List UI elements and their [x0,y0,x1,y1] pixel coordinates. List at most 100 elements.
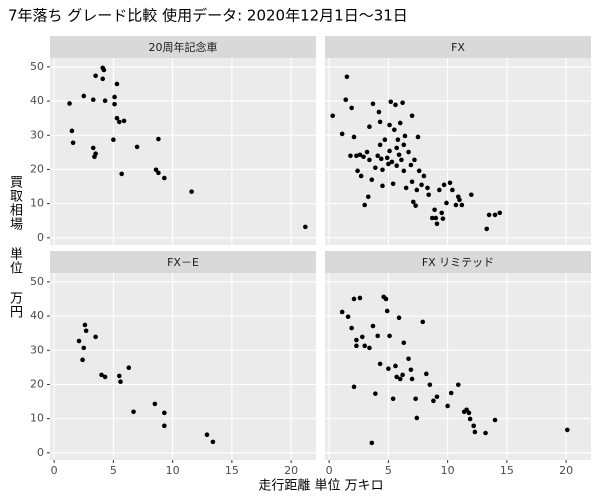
point [447,180,453,186]
point [396,152,402,158]
point [162,175,167,181]
point [351,384,357,390]
point [416,168,422,174]
point [376,109,382,115]
point [101,67,107,73]
point [409,113,415,119]
point [383,296,389,302]
point [69,128,75,134]
point [384,155,390,161]
point [81,345,87,351]
point [450,187,455,193]
point [99,372,104,378]
point [121,118,127,124]
point [426,192,431,198]
x-tick-label: 10 [441,464,455,477]
point [348,153,353,159]
point [453,202,459,208]
point [375,153,381,159]
point [367,157,372,163]
y-tick-label: 10 [30,197,44,210]
point [448,390,454,396]
point [433,215,439,221]
point [384,308,390,314]
point [392,127,397,133]
point [431,398,436,404]
point [400,372,405,378]
point [387,333,392,339]
point [437,187,442,193]
x-tick-label: 5 [110,464,117,477]
point [396,315,402,321]
x-tick-label: 5 [385,464,392,477]
x-tick-label: 20 [559,464,573,477]
y-tick-label: 0 [37,231,44,244]
point [497,210,503,216]
point [114,115,120,121]
point [360,334,365,340]
point [357,295,363,301]
point [484,226,490,232]
panel [50,58,316,245]
y-tick-label: 10 [30,412,44,425]
point [390,396,396,402]
point [361,154,366,160]
point [358,173,364,179]
panel [50,273,316,460]
point [362,202,367,208]
strip-label: FX リミテッド [422,256,494,269]
point [492,417,498,423]
y-tick-label: 30 [30,343,44,356]
point [112,101,117,107]
point [344,74,350,80]
point [373,391,378,396]
point [382,137,388,143]
point [421,173,427,179]
point [369,177,375,183]
point [378,156,384,162]
point [394,374,399,380]
point [349,105,354,111]
point [117,373,122,379]
point [445,403,450,409]
point [111,137,116,143]
point [395,137,401,143]
point [364,149,370,155]
point [389,159,395,165]
point [152,401,158,407]
point [412,157,417,163]
point [349,325,354,331]
point [390,181,396,187]
point [380,183,385,189]
point [401,168,407,174]
point [471,423,476,429]
strip [325,251,591,273]
point [401,340,407,346]
x-tick-label: 15 [225,464,239,477]
point [375,333,381,339]
point [76,338,82,344]
point [403,185,409,191]
y-tick-label: 30 [30,128,44,141]
point [434,221,440,227]
point [467,416,473,422]
point [354,337,359,343]
point [397,376,403,382]
point [441,182,447,188]
point [102,98,108,104]
y-tick-label: 50 [30,60,44,73]
point [82,322,88,328]
point [362,343,367,349]
x-tick-label: 0 [51,464,58,477]
point [444,200,449,206]
point [156,170,161,176]
point [432,207,437,213]
point [162,423,167,429]
point [339,131,345,137]
x-tick-label: 20 [284,464,298,477]
point [393,102,398,108]
point [413,203,418,208]
y-tick-label: 0 [37,446,44,459]
point [419,182,424,188]
